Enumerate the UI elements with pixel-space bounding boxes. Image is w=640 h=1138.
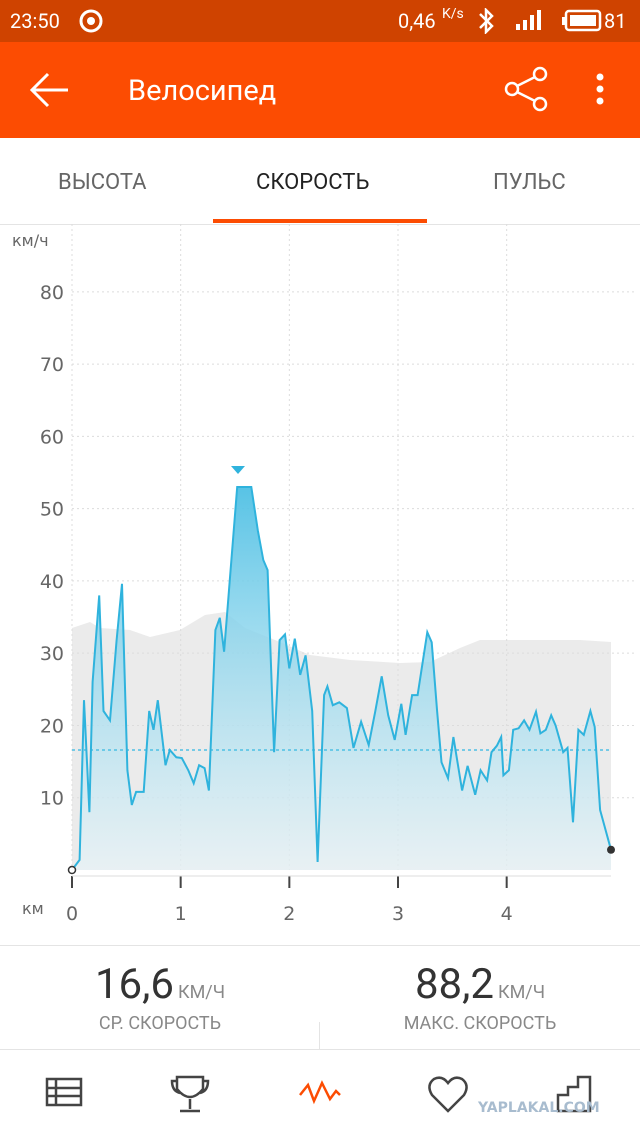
battery-icon	[562, 9, 602, 32]
nav-health[interactable]	[428, 1076, 468, 1113]
y-tick-label: 50	[40, 499, 64, 521]
y-tick-label: 20	[40, 715, 64, 737]
end-point	[607, 845, 615, 854]
stat-value: 16,6	[94, 960, 175, 1009]
speed-line	[71, 486, 612, 871]
x-tick-label: 1	[175, 903, 187, 925]
stat-max: 88,2 КМ/Ч МАКС. СКОРОСТЬ	[320, 960, 640, 1034]
y-tick-label: 70	[40, 354, 64, 376]
app-title: Велосипед	[128, 74, 277, 108]
nav-trophy[interactable]	[170, 1075, 210, 1113]
stat-avg: 16,6 КМ/Ч СР. СКОРОСТЬ	[0, 960, 320, 1034]
bottom-nav: YAPLAKAL.COM	[45, 1075, 600, 1116]
net-unit: K/s	[442, 6, 464, 22]
nav-list[interactable]	[45, 1077, 83, 1107]
hotspot-icon	[79, 9, 103, 33]
x-tick-label: 2	[283, 903, 295, 925]
menu-button[interactable]	[592, 72, 608, 108]
tab-indicator	[213, 219, 427, 223]
stat-unit: КМ/Ч	[498, 982, 546, 1003]
stat-value: 88,2	[414, 960, 495, 1009]
battery: 81	[604, 9, 627, 33]
stat-unit: КМ/Ч	[178, 982, 226, 1003]
nav-analysis[interactable]	[299, 1080, 341, 1105]
x-tick-label: 0	[66, 903, 78, 925]
chart: км/ч км 10 20 30 40 50 60 70 80 0 1 2 3 4	[12, 224, 636, 925]
x-tick-label: 4	[501, 903, 513, 925]
back-button[interactable]	[28, 72, 72, 108]
net-speed: 0,46	[398, 9, 436, 33]
x-axis-label: км	[22, 899, 44, 918]
stat-label: СР. СКОРОСТЬ	[98, 1013, 222, 1034]
stats: 16,6 КМ/Ч СР. СКОРОСТЬ 88,2 КМ/Ч МАКС. С…	[0, 945, 640, 1050]
y-tick-label: 30	[40, 643, 64, 665]
tabs: ВЫСОТА СКОРОСТЬ ПУЛЬС	[0, 138, 640, 225]
max-marker	[231, 466, 245, 474]
status-icons	[479, 8, 541, 34]
tab[interactable]: ПУЛЬС	[493, 170, 566, 195]
y-tick-label: 40	[40, 571, 64, 593]
nav-stats[interactable]	[556, 1075, 592, 1113]
divider	[319, 1022, 320, 1049]
speed-area	[72, 487, 611, 870]
app-bar: Велосипед	[0, 42, 640, 138]
tab[interactable]: ВЫСОТА	[58, 170, 147, 195]
y-tick-label: 60	[40, 426, 64, 448]
y-tick-label: 80	[40, 282, 64, 304]
tab-active[interactable]: СКОРОСТЬ	[256, 170, 370, 195]
x-tick-label: 3	[392, 903, 404, 925]
y-tick-label: 10	[40, 788, 64, 810]
watermark: YAPLAKAL.COM	[477, 1100, 600, 1116]
stat-label: МАКС. СКОРОСТЬ	[403, 1013, 557, 1034]
share-button[interactable]	[504, 66, 548, 112]
status-bar: 23:50 0,46 K/s 81	[0, 0, 640, 42]
start-point	[67, 865, 77, 875]
y-axis-label: км/ч	[12, 231, 49, 250]
time: 23:50	[10, 9, 60, 33]
